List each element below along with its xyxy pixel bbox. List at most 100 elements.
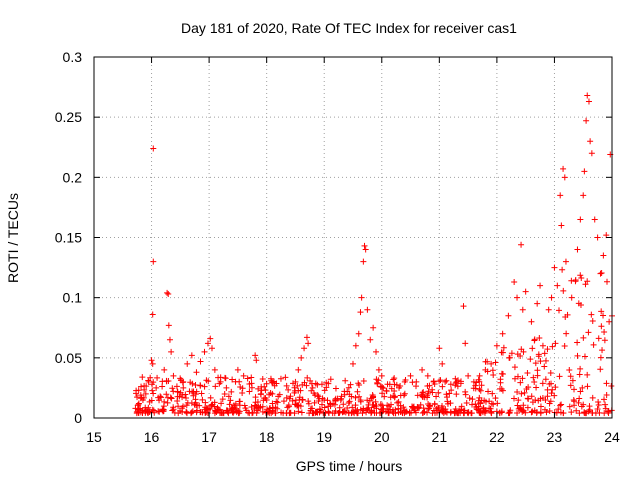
data-point — [138, 383, 145, 390]
data-point — [409, 379, 416, 386]
data-point — [324, 397, 331, 404]
data-point — [203, 377, 210, 384]
data-point — [232, 378, 239, 385]
data-point — [488, 400, 495, 407]
data-point — [518, 241, 525, 248]
data-point — [344, 404, 351, 411]
x-tick-label: 23 — [547, 429, 563, 445]
data-point — [184, 360, 191, 367]
data-point — [531, 337, 538, 344]
data-point — [466, 395, 473, 402]
data-point — [494, 400, 501, 407]
data-point — [158, 394, 165, 401]
data-point — [430, 378, 437, 385]
data-point — [517, 406, 524, 413]
data-point — [506, 409, 513, 416]
axis-ticks — [93, 56, 613, 419]
data-point — [146, 408, 153, 415]
data-point — [575, 300, 582, 307]
data-point — [578, 274, 585, 281]
data-point — [354, 388, 361, 395]
data-point — [224, 407, 231, 414]
data-point — [541, 363, 548, 370]
data-point — [262, 395, 269, 402]
data-point — [321, 404, 328, 411]
data-point — [253, 357, 260, 364]
data-point — [301, 379, 308, 386]
data-point — [391, 388, 398, 395]
data-point — [163, 377, 170, 384]
data-point — [149, 406, 156, 413]
data-point — [378, 372, 385, 379]
data-point — [222, 375, 229, 382]
data-point — [203, 405, 210, 412]
data-point — [595, 402, 602, 409]
data-point — [257, 391, 264, 398]
data-point — [378, 410, 385, 417]
data-point — [567, 382, 574, 389]
data-point — [590, 341, 597, 348]
data-point — [380, 405, 387, 412]
data-point — [458, 403, 465, 410]
data-point — [283, 394, 290, 401]
data-point — [307, 405, 314, 412]
data-point — [454, 410, 461, 417]
data-point — [290, 380, 297, 387]
data-point — [498, 385, 505, 392]
data-point — [148, 397, 155, 404]
data-point — [159, 383, 166, 390]
data-point — [490, 401, 497, 408]
data-point — [523, 385, 530, 392]
data-point — [370, 393, 377, 400]
data-point — [587, 138, 594, 145]
data-point — [552, 340, 559, 347]
data-point — [193, 388, 200, 395]
data-point — [137, 405, 144, 412]
data-point — [150, 258, 157, 265]
data-point — [604, 278, 611, 285]
data-point — [148, 357, 155, 364]
x-tick-label: 19 — [316, 429, 332, 445]
data-point — [174, 388, 181, 395]
x-tick-labels: 15 16 17 18 19 20 21 22 23 24 — [86, 429, 620, 445]
data-point — [402, 377, 409, 384]
data-point — [218, 400, 225, 407]
data-point — [345, 384, 352, 391]
data-point — [529, 345, 536, 352]
data-point — [373, 405, 380, 412]
data-point — [358, 294, 365, 301]
data-point — [484, 368, 491, 375]
data-point — [488, 360, 495, 367]
data-point — [499, 371, 506, 378]
data-point — [581, 168, 588, 175]
data-point — [473, 379, 480, 386]
data-point — [460, 303, 467, 310]
data-point — [232, 400, 239, 407]
data-point — [604, 408, 611, 415]
data-point — [161, 398, 168, 405]
data-point — [252, 399, 259, 406]
data-point — [419, 410, 426, 417]
data-point — [547, 369, 554, 376]
data-point — [171, 409, 178, 416]
data-point — [580, 401, 587, 408]
data-point — [584, 383, 591, 390]
data-point — [537, 358, 544, 365]
data-point — [594, 406, 601, 413]
data-point — [560, 165, 567, 172]
y-axis-label: ROTI / TECUs — [5, 193, 21, 283]
data-point — [160, 406, 167, 413]
data-point — [374, 379, 381, 386]
data-point — [465, 372, 472, 379]
data-point — [600, 252, 607, 259]
data-point — [514, 294, 521, 301]
data-point — [373, 376, 380, 383]
data-point — [477, 400, 484, 407]
data-point — [568, 294, 575, 301]
y-tick-label: 0.1 — [63, 290, 83, 306]
data-point — [234, 366, 241, 373]
data-point — [552, 384, 559, 391]
data-point — [184, 399, 191, 406]
data-point — [536, 334, 543, 341]
data-point — [332, 397, 339, 404]
